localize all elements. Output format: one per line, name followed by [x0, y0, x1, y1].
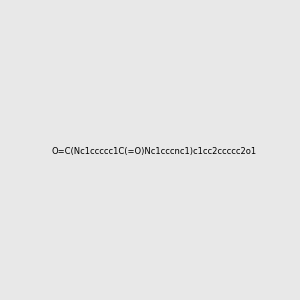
Text: O=C(Nc1ccccc1C(=O)Nc1cccnc1)c1cc2ccccc2o1: O=C(Nc1ccccc1C(=O)Nc1cccnc1)c1cc2ccccc2o…: [51, 147, 256, 156]
